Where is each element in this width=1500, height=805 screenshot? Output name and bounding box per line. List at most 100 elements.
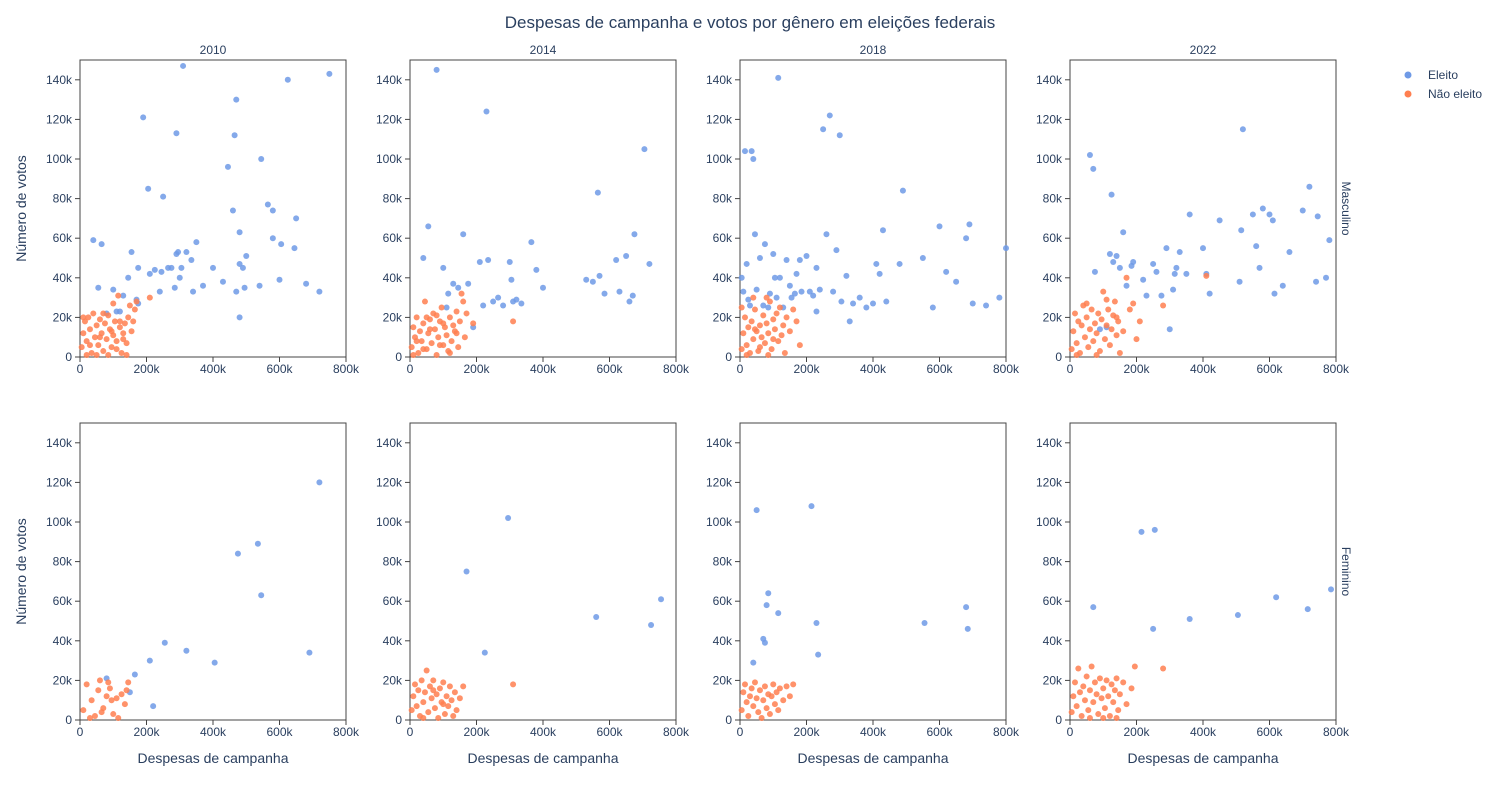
scatter-point (440, 264, 447, 271)
scatter-point (1126, 306, 1133, 313)
scatter-point (121, 701, 128, 708)
scatter-point (1103, 677, 1110, 684)
scatter-point (291, 245, 298, 252)
scatter-point (613, 256, 620, 263)
scatter-point (125, 314, 132, 321)
scatter-point (1110, 258, 1117, 265)
scatter-point (495, 294, 502, 301)
scatter-point (416, 328, 423, 335)
scatter-point (316, 479, 323, 486)
scatter-point (768, 693, 775, 700)
scatter-point (108, 328, 115, 335)
scatter-point (758, 715, 765, 722)
y-tick-label: 80k (713, 555, 733, 569)
scatter-point (1108, 326, 1115, 333)
scatter-point (1113, 715, 1120, 722)
y-tick-label: 120k (46, 475, 73, 489)
scatter-point (616, 288, 623, 295)
scatter-point (765, 352, 772, 359)
scatter-point (748, 685, 755, 692)
scatter-point (1101, 705, 1108, 712)
scatter-point (101, 320, 108, 327)
scatter-point (746, 693, 753, 700)
scatter-point (123, 352, 130, 359)
scatter-point (883, 298, 890, 305)
scatter-point (88, 697, 95, 704)
scatter-point (1096, 675, 1103, 682)
scatter-point (175, 249, 182, 256)
scatter-point (1249, 211, 1256, 218)
scatter-point (490, 298, 497, 305)
scatter-point (770, 251, 777, 258)
x-tick-label: 200k (133, 362, 160, 376)
x-tick-label: 800k (663, 362, 690, 376)
x-tick-label: 0 (1067, 362, 1074, 376)
scatter-point (1086, 687, 1093, 694)
scatter-point (306, 649, 313, 656)
scatter-point (410, 352, 417, 359)
scatter-point (1259, 205, 1266, 212)
scatter-point (113, 695, 120, 702)
scatter-point (873, 260, 880, 267)
scatter-point (833, 247, 840, 254)
scatter-point (1113, 253, 1120, 260)
scatter-point (1116, 264, 1123, 271)
scatter-point (440, 320, 447, 327)
scatter-point (750, 294, 757, 301)
scatter-point (1143, 292, 1150, 299)
scatter-point (745, 713, 752, 720)
scatter-point (753, 507, 760, 514)
y-tick-label: 140k (376, 436, 403, 450)
scatter-point (480, 302, 487, 309)
scatter-point (183, 249, 190, 256)
scatter-point (780, 322, 787, 329)
scatter-point (120, 336, 127, 343)
y-tick-label: 60k (1043, 594, 1063, 608)
scatter-point (1088, 663, 1095, 670)
y-tick-label: 40k (383, 634, 403, 648)
scatter-point (408, 707, 415, 714)
scatter-point (1150, 260, 1157, 267)
scatter-point (806, 288, 813, 295)
scatter-point (936, 223, 943, 230)
scatter-point (1160, 302, 1167, 309)
scatter-point (410, 324, 417, 331)
scatter-point (751, 679, 758, 686)
scatter-point (116, 318, 123, 325)
scatter-point (815, 651, 822, 658)
x-tick-label: 800k (333, 362, 360, 376)
y-tick-label: 20k (53, 673, 73, 687)
y-tick-label: 40k (1043, 634, 1063, 648)
y-tick-label: 20k (53, 310, 73, 324)
scatter-point (176, 274, 183, 281)
scatter-point (461, 334, 468, 341)
scatter-point (108, 344, 115, 351)
scatter-point (1166, 326, 1173, 333)
scatter-point (303, 280, 310, 287)
scatter-point (786, 282, 793, 289)
scatter-point (846, 318, 853, 325)
scatter-point (876, 270, 883, 277)
scatter-point (770, 336, 777, 343)
scatter-point (776, 685, 783, 692)
scatter-point (1081, 697, 1088, 704)
scatter-point (131, 671, 138, 678)
scatter-point (1234, 612, 1241, 619)
scatter-point (763, 705, 770, 712)
y-tick-label: 120k (376, 112, 403, 126)
scatter-point (1106, 251, 1113, 258)
scatter-point (765, 330, 772, 337)
scatter-point (771, 274, 778, 281)
scatter-point (420, 715, 427, 722)
scatter-point (116, 308, 123, 315)
scatter-point (210, 264, 216, 271)
scatter-point (171, 284, 178, 291)
scatter-point (86, 326, 93, 333)
scatter-point (420, 255, 427, 261)
scatter-point (1098, 316, 1105, 323)
scatter-point (1093, 352, 1100, 359)
scatter-point (91, 334, 98, 341)
scatter-point (111, 318, 118, 325)
scatter-point (1120, 229, 1127, 236)
scatter-point (180, 62, 187, 69)
